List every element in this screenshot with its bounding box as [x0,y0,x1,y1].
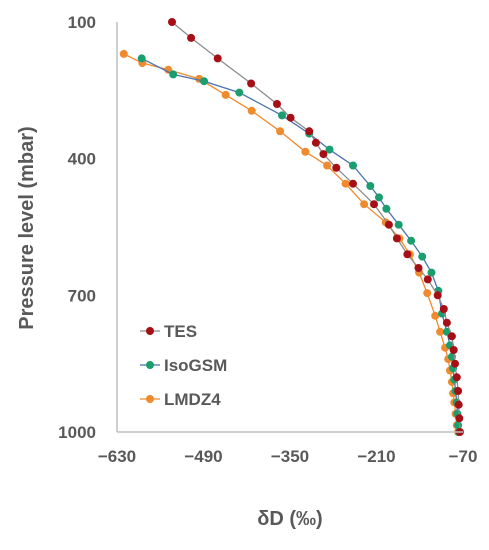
x-tick-label: −210 [357,447,395,466]
data-point-tes [349,179,357,188]
x-tick-label: −70 [449,447,478,466]
x-tick-label: −630 [98,447,136,466]
data-point-tes [311,138,320,147]
data-point-tes [414,264,423,272]
data-point-tes [247,79,256,88]
data-point-lmdz4 [247,106,256,115]
y-tick-label: 100 [68,13,96,32]
data-point-tes [452,373,461,382]
data-point-isogsm [366,182,375,190]
legend-label-lmdz4: LMDZ4 [164,390,221,409]
series-tes [168,18,464,436]
data-point-isogsm [349,161,357,170]
data-point-isogsm [235,88,244,97]
data-point-lmdz4 [301,147,310,156]
data-point-tes [213,54,222,63]
series-line-isogsm [141,57,460,433]
legend-item-isogsm: IsoGSM [140,356,227,375]
data-point-tes [370,200,378,209]
data-point-isogsm [375,193,383,202]
x-axis-title: δD (‰) [257,508,322,530]
series-isogsm [137,54,463,436]
legend-item-tes: TES [140,322,197,341]
data-point-tes [403,250,412,259]
y-tick-label: 400 [68,150,96,169]
data-point-lmdz4 [360,200,369,209]
legend-item-lmdz4: LMDZ4 [140,390,221,409]
series-line-tes [171,21,461,433]
data-point-tes [447,332,456,341]
y-tick-labels: 100 400 700 1000 [58,13,96,442]
data-point-tes [187,33,196,42]
data-point-isogsm [200,77,209,86]
legend-marker-isogsm [146,361,154,369]
data-point-tes [305,127,314,136]
x-tick-labels: −630 −490 −350 −210 −70 [98,447,478,466]
legend-marker-tes [146,327,154,335]
data-point-tes [454,387,463,395]
data-point-lmdz4 [423,289,432,298]
legend: TES IsoGSM LMDZ4 [140,322,227,409]
data-point-isogsm [394,220,403,229]
series-layer [119,18,464,436]
data-point-isogsm [407,236,416,245]
data-point-tes [433,291,442,300]
x-tick-label: −490 [184,447,222,466]
data-point-lmdz4 [221,90,230,99]
legend-label-isogsm: IsoGSM [164,356,227,375]
legend-label-tes: TES [164,322,197,341]
y-axis-title: Pressure level (mbar) [16,126,38,329]
data-point-isogsm [169,70,178,79]
data-point-tes [451,359,459,368]
data-point-tes [319,150,328,159]
data-point-lmdz4 [341,179,350,188]
data-point-lmdz4 [436,327,445,336]
y-tick-label: 1000 [58,423,96,442]
data-point-lmdz4 [276,127,285,136]
data-point-tes [449,346,458,354]
data-point-tes [273,100,281,108]
data-point-tes [439,305,448,313]
data-point-isogsm [137,54,146,63]
data-point-tes [332,163,341,172]
data-point-isogsm [325,145,334,154]
x-tick-label: −350 [271,447,309,466]
legend-marker-lmdz4 [146,395,154,403]
y-tick-label: 700 [68,286,96,305]
data-point-isogsm [278,111,286,120]
data-point-lmdz4 [323,161,332,170]
data-point-tes [454,400,463,409]
data-point-tes [168,18,176,26]
data-point-isogsm [382,204,391,213]
data-point-lmdz4 [431,311,440,320]
data-point-tes [455,414,464,423]
data-point-tes [442,318,451,327]
data-point-isogsm [427,268,436,277]
data-point-tes [392,234,401,243]
data-point-isogsm [454,421,463,430]
data-point-isogsm [418,252,427,261]
data-point-lmdz4 [119,49,128,58]
data-point-tes [286,113,295,122]
data-point-tes [384,220,393,229]
data-point-tes [423,275,432,284]
